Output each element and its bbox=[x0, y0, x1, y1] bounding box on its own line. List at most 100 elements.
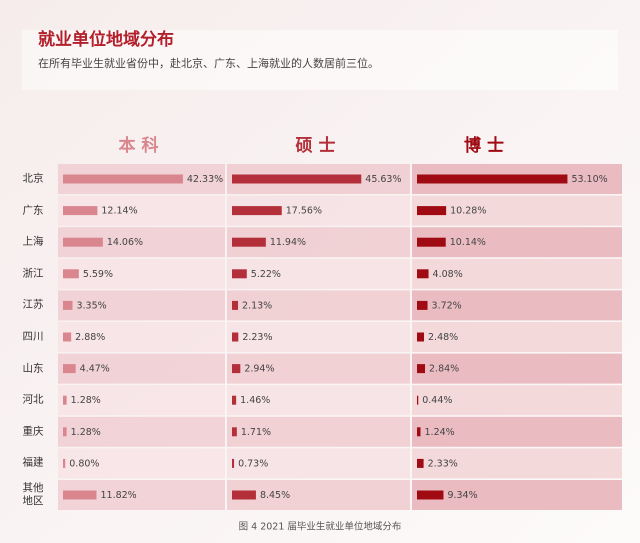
bar bbox=[417, 206, 447, 216]
row-stripe bbox=[58, 385, 225, 416]
chart-title: 就业单位地域分布 bbox=[38, 29, 174, 50]
value-label: 4.08% bbox=[433, 269, 463, 280]
value-label: 11.82% bbox=[100, 490, 136, 501]
bar bbox=[63, 174, 183, 184]
row-stripe bbox=[227, 480, 410, 510]
row-stripe bbox=[412, 322, 622, 352]
bar bbox=[417, 300, 428, 310]
legend-label: 博士 bbox=[464, 135, 510, 156]
bar bbox=[417, 395, 419, 405]
value-label: 45.63% bbox=[365, 174, 401, 185]
category-label: 其他地区 bbox=[22, 482, 44, 507]
bar bbox=[417, 237, 446, 247]
category-label: 河北 bbox=[22, 393, 44, 406]
row-stripe bbox=[227, 258, 410, 289]
row-stripe bbox=[58, 353, 225, 384]
row-stripe bbox=[227, 322, 410, 352]
legend-label: 硕士 bbox=[296, 135, 342, 156]
category-label: 福建 bbox=[22, 456, 44, 469]
value-label: 42.33% bbox=[187, 174, 223, 185]
row-stripe bbox=[58, 290, 225, 321]
row-stripe bbox=[412, 290, 622, 321]
bar bbox=[63, 490, 97, 500]
bar bbox=[417, 269, 429, 279]
bar bbox=[417, 332, 425, 342]
value-label: 1.28% bbox=[71, 427, 101, 438]
bar bbox=[63, 395, 67, 405]
value-label: 0.44% bbox=[422, 395, 452, 406]
row-stripe bbox=[412, 353, 622, 384]
bar bbox=[63, 237, 103, 247]
value-label: 5.22% bbox=[251, 269, 281, 280]
row-stripe bbox=[58, 448, 225, 479]
bar bbox=[63, 269, 79, 279]
value-label: 1.28% bbox=[71, 395, 101, 406]
value-label: 53.10% bbox=[571, 174, 607, 185]
value-label: 10.14% bbox=[450, 237, 486, 248]
value-label: 1.71% bbox=[241, 427, 271, 438]
bar bbox=[63, 332, 72, 342]
row-stripe bbox=[227, 448, 410, 479]
value-label: 0.73% bbox=[238, 458, 268, 469]
value-label: 17.56% bbox=[286, 206, 322, 217]
value-label: 2.84% bbox=[429, 364, 459, 375]
row-stripe bbox=[58, 258, 225, 289]
value-label: 3.35% bbox=[76, 300, 106, 311]
row-stripe bbox=[227, 385, 410, 416]
value-label: 12.14% bbox=[101, 206, 137, 217]
chart-caption: 图 4 2021 届毕业生就业单位地域分布 bbox=[239, 521, 402, 533]
category-label: 浙江 bbox=[22, 267, 44, 280]
bar bbox=[63, 300, 73, 310]
value-label: 1.46% bbox=[240, 395, 270, 406]
category-label: 广东 bbox=[22, 204, 44, 217]
bar bbox=[63, 364, 76, 374]
row-stripe bbox=[412, 385, 622, 416]
bar bbox=[63, 458, 66, 468]
row-stripe bbox=[412, 416, 622, 447]
row-stripe bbox=[227, 416, 410, 447]
row-stripe bbox=[227, 353, 410, 384]
row-stripe bbox=[412, 227, 622, 258]
value-label: 11.94% bbox=[270, 237, 306, 248]
row-stripe bbox=[412, 195, 622, 226]
value-label: 10.28% bbox=[450, 206, 486, 217]
row-stripe bbox=[58, 416, 225, 447]
bar bbox=[232, 300, 239, 310]
value-label: 0.80% bbox=[69, 458, 99, 469]
value-label: 5.59% bbox=[83, 269, 113, 280]
value-label: 4.47% bbox=[80, 364, 110, 375]
bar bbox=[232, 269, 247, 279]
value-label: 2.33% bbox=[428, 458, 458, 469]
value-label: 2.88% bbox=[75, 332, 105, 343]
category-label: 上海 bbox=[22, 235, 44, 248]
bar bbox=[417, 174, 568, 184]
row-stripe bbox=[58, 322, 225, 352]
legend-label: 本科 bbox=[119, 135, 165, 156]
value-label: 2.94% bbox=[244, 364, 274, 375]
value-label: 2.23% bbox=[242, 332, 272, 343]
row-stripe bbox=[412, 480, 622, 510]
bar bbox=[232, 490, 256, 500]
bar bbox=[232, 237, 266, 247]
category-label: 山东 bbox=[22, 362, 44, 375]
bar bbox=[417, 458, 424, 468]
value-label: 8.45% bbox=[260, 490, 290, 501]
bar bbox=[232, 332, 239, 342]
bar bbox=[417, 490, 444, 500]
header-panel bbox=[22, 30, 618, 90]
value-label: 9.34% bbox=[447, 490, 477, 501]
value-label: 3.72% bbox=[432, 300, 462, 311]
row-stripe bbox=[412, 258, 622, 289]
bar bbox=[232, 395, 237, 405]
bar bbox=[232, 364, 241, 374]
row-stripe bbox=[227, 290, 410, 321]
bar bbox=[63, 427, 67, 437]
bar bbox=[232, 458, 235, 468]
bar bbox=[232, 206, 282, 216]
category-label: 重庆 bbox=[22, 425, 44, 438]
value-label: 1.24% bbox=[425, 427, 455, 438]
value-label: 14.06% bbox=[107, 237, 143, 248]
bar bbox=[232, 174, 362, 184]
value-label: 2.48% bbox=[428, 332, 458, 343]
